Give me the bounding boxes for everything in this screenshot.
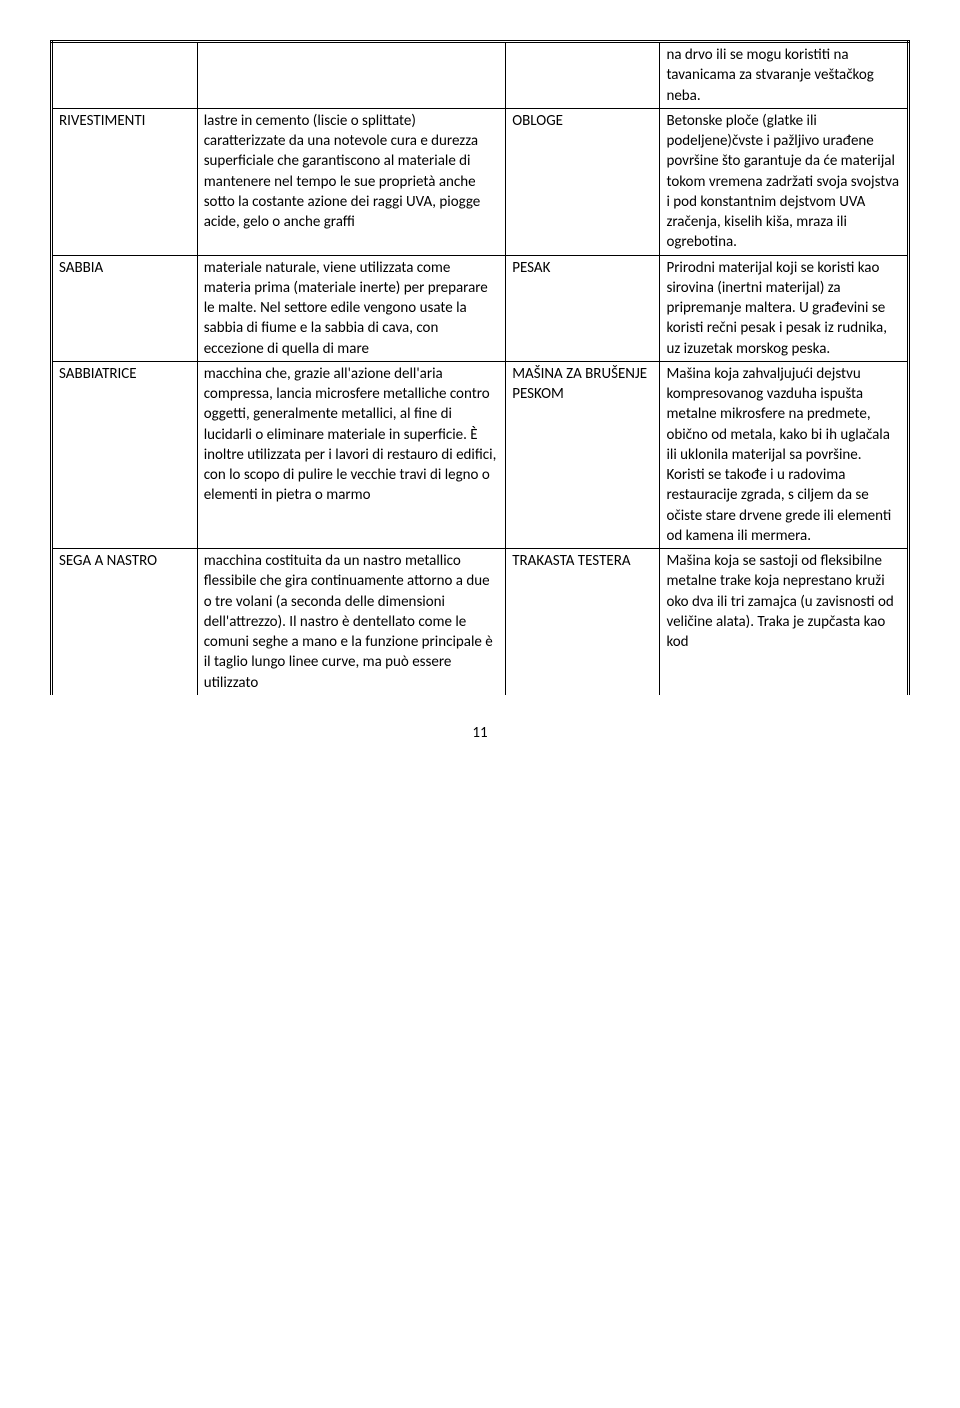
table-row: SABBIAmateriale naturale, viene utilizza… (52, 255, 909, 361)
table-cell: lastre in cemento (liscie o splittate) c… (197, 108, 506, 255)
table-cell: OBLOGE (506, 108, 660, 255)
table-cell: SEGA A NASTRO (52, 549, 198, 695)
table-row: na drvo ili se mogu koristiti na tavanic… (52, 42, 909, 109)
table-cell: Mašina koja se sastoji od fleksibilne me… (660, 549, 909, 695)
table-row: SEGA A NASTROmacchina costituita da un n… (52, 549, 909, 695)
glossary-table: na drvo ili se mogu koristiti na tavanic… (50, 40, 910, 695)
table-cell: PESAK (506, 255, 660, 361)
table-row: RIVESTIMENTIlastre in cemento (liscie o … (52, 108, 909, 255)
table-cell: macchina costituita da un nastro metalli… (197, 549, 506, 695)
table-cell: macchina che, grazie all'azione dell'ari… (197, 361, 506, 548)
table-cell: RIVESTIMENTI (52, 108, 198, 255)
table-cell (197, 42, 506, 109)
table-cell: Mašina koja zahvaljujući dejstvu kompres… (660, 361, 909, 548)
table-cell: SABBIATRICE (52, 361, 198, 548)
table-cell: SABBIA (52, 255, 198, 361)
table-cell: na drvo ili se mogu koristiti na tavanic… (660, 42, 909, 109)
table-cell (506, 42, 660, 109)
table-cell: Betonske ploče (glatke ili podeljene)čvs… (660, 108, 909, 255)
table-cell: TRAKASTA TESTERA (506, 549, 660, 695)
table-cell (52, 42, 198, 109)
table-cell: Prirodni materijal koji se koristi kao s… (660, 255, 909, 361)
table-cell: MAŠINA ZA BRUŠENJE PESKOM (506, 361, 660, 548)
page-number: 11 (50, 723, 910, 743)
table-row: SABBIATRICEmacchina che, grazie all'azio… (52, 361, 909, 548)
table-cell: materiale naturale, viene utilizzata com… (197, 255, 506, 361)
